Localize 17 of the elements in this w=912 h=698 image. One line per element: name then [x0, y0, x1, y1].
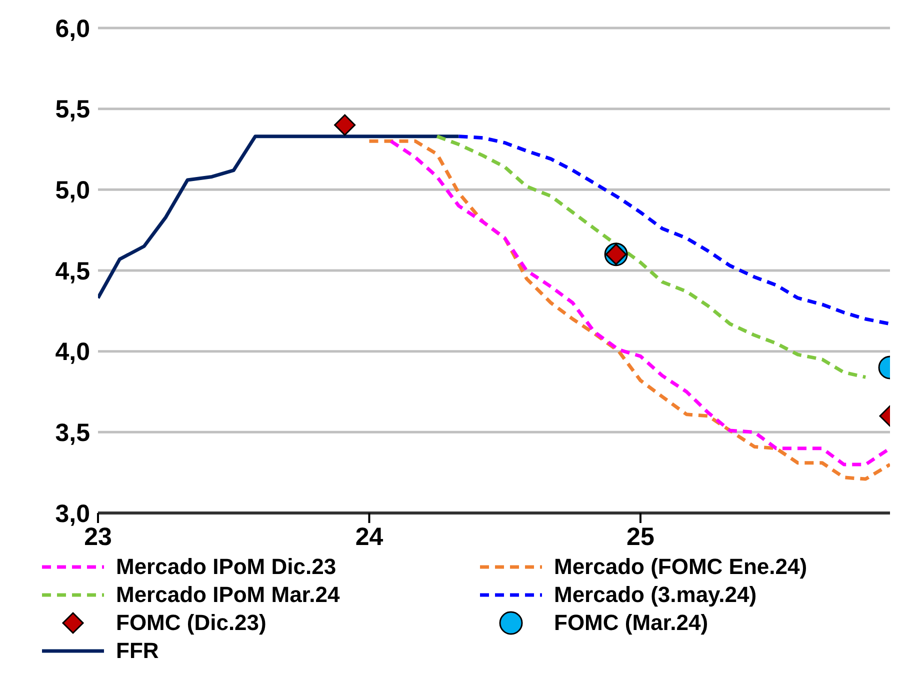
legend-label: FOMC (Mar.24): [554, 609, 708, 637]
legend-label: FFR: [116, 637, 159, 665]
line-series: [456, 134, 890, 326]
line-series: [435, 134, 868, 379]
y-tick-label: 6,0: [55, 14, 90, 43]
y-tick-label: 4,5: [55, 257, 90, 286]
legend-label: FOMC (Dic.23): [116, 609, 266, 637]
legend-label: Mercado IPoM Dic.23: [116, 553, 336, 581]
x-tick-label: 25: [626, 522, 654, 551]
y-tick-label: 5,5: [55, 96, 90, 124]
y-tick-label: 4,0: [55, 338, 90, 366]
y-tick-label: 5,0: [55, 176, 90, 205]
x-tick-label: 24: [355, 522, 384, 551]
legend-label: Mercado (3.may.24): [554, 581, 757, 609]
legend-label: Mercado (FOMC Ene.24): [554, 553, 808, 581]
y-tick-label: 3,5: [55, 419, 90, 448]
legend-label: Mercado IPoM Mar.24: [116, 581, 340, 609]
